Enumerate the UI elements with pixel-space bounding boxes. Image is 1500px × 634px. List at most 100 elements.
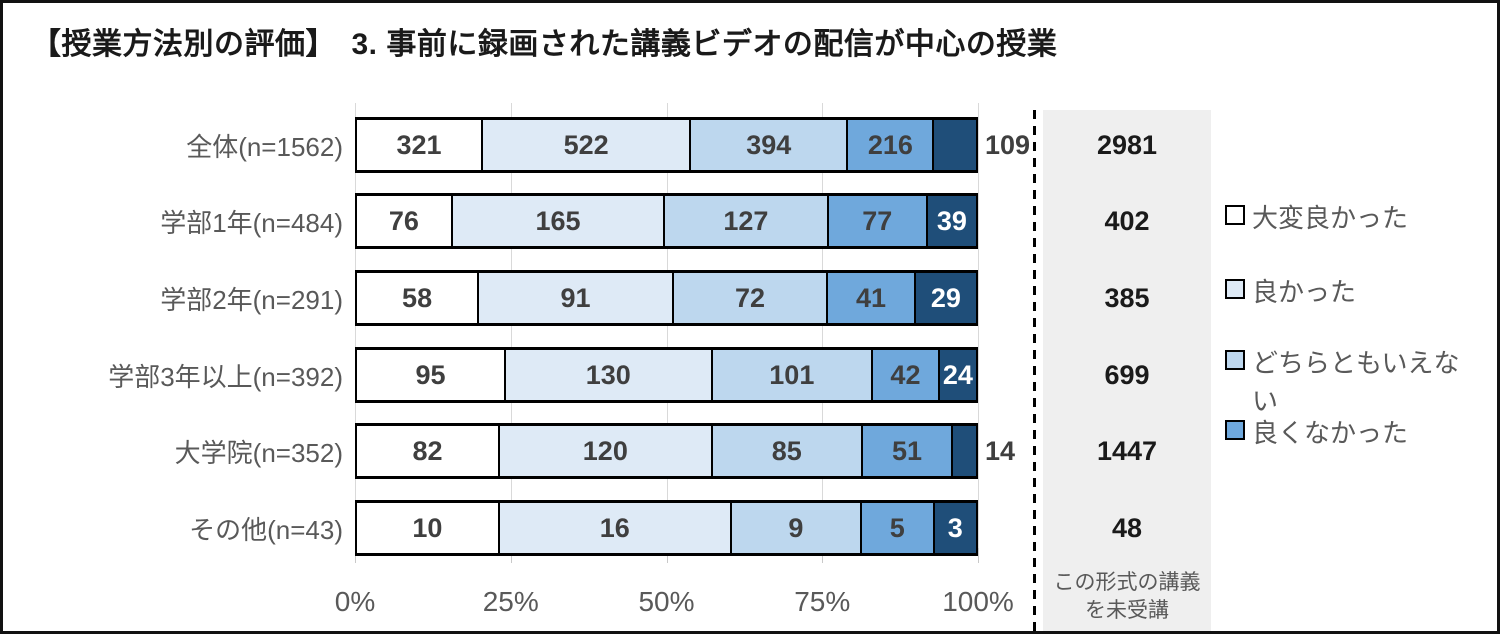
bar-row: 10 16 9 5 3: [355, 500, 978, 556]
segment-value: 127: [723, 205, 769, 236]
legend-label: どちらともいえない: [1252, 348, 1460, 416]
bar-segment: [934, 117, 978, 173]
segment-value: 394: [746, 129, 792, 160]
segment-value: 58: [402, 282, 433, 313]
bar-row: 82 120 85 51 14: [355, 423, 1015, 479]
segment-value: 522: [563, 129, 609, 160]
segment-value: 24: [942, 359, 973, 390]
segment-value: 3: [947, 512, 963, 543]
segment-value: 165: [535, 205, 581, 236]
bar-segment: 321: [355, 117, 484, 173]
legend-label: 良くなかった: [1252, 418, 1409, 448]
segment-value: 42: [890, 359, 921, 390]
legend-swatch: [1225, 205, 1245, 225]
not-attended-count: 402: [1104, 205, 1150, 236]
segment-value: 91: [560, 282, 591, 313]
gridline: [510, 103, 512, 563]
segment-value: 101: [769, 359, 815, 390]
not-attended-count: 385: [1104, 282, 1150, 313]
legend-item: どちらともいえない: [1225, 345, 1471, 420]
bar-segment: 42: [873, 347, 940, 403]
row-label: 学部3年以上(n=392): [108, 361, 343, 392]
legend-item: 大変良かった: [1225, 200, 1471, 238]
legend-item: 良かった: [1225, 274, 1471, 312]
bar-segment: 101: [712, 347, 874, 403]
legend-swatch: [1225, 350, 1245, 370]
row-label: その他(n=43): [189, 514, 343, 545]
segment-value: 29: [930, 282, 961, 313]
legend-item: 良くなかった: [1225, 415, 1471, 453]
bar-segment: 5: [862, 500, 935, 556]
segment-value: 85: [771, 435, 802, 466]
bar-segment: [953, 423, 978, 479]
bar-segment: 130: [505, 347, 713, 403]
legend-label: 良かった: [1252, 277, 1357, 307]
bar-segment: 41: [828, 270, 916, 326]
gridline: [355, 103, 356, 563]
not-attended-count: 2981: [1096, 129, 1158, 160]
axis-tickmark: [978, 548, 979, 563]
not-attended-label-line2: を未受講: [1085, 599, 1169, 623]
bar-row: 321 522 394 216 109: [355, 117, 1030, 173]
bar-segment: 9: [731, 500, 863, 556]
bar-segment: 120: [500, 423, 713, 479]
segment-value-outside: 14: [985, 435, 1016, 466]
bar-segment: 3: [934, 500, 978, 556]
segment-value: 51: [892, 435, 923, 466]
bar-segment: 51: [862, 423, 954, 479]
bar-segment: 72: [673, 270, 829, 326]
bar-row: 58 91 72 41 29: [355, 270, 978, 326]
bar-segment: 85: [712, 423, 863, 479]
bar-row: 95 130 101 42 24: [355, 347, 978, 403]
bar-segment: 91: [479, 270, 674, 326]
axis-tick-label: 0%: [334, 586, 376, 617]
segment-value: 16: [599, 512, 630, 543]
gridline: [666, 103, 668, 563]
bar-segment: 39: [927, 193, 978, 249]
segment-value: 5: [889, 512, 905, 543]
segment-value: 41: [855, 282, 887, 313]
bar-segment: 216: [848, 117, 935, 173]
gridline: [822, 103, 824, 563]
not-attended-count: 1447: [1096, 435, 1158, 466]
row-label: 大学院(n=352): [174, 437, 343, 468]
axis-tick-label: 50%: [638, 586, 695, 617]
segment-value: 76: [388, 205, 419, 236]
axis-tick-label: 25%: [482, 586, 539, 617]
not-attended-label-line1: この形式の講義: [1053, 571, 1201, 594]
segment-value: 216: [867, 129, 913, 160]
bar-segment: 82: [355, 423, 501, 479]
not-attended-count: 699: [1104, 359, 1150, 390]
axis-tick-label: 100%: [942, 586, 1014, 617]
segment-value: 77: [862, 205, 893, 236]
bar-segment: 16: [499, 500, 732, 556]
segment-value: 120: [582, 435, 628, 466]
row-label: 学部2年(n=291): [160, 284, 343, 315]
segment-value: 130: [585, 359, 631, 390]
bar-segment: 10: [355, 500, 500, 556]
bar-segment: 29: [915, 270, 978, 326]
bar-segment: 24: [939, 347, 978, 403]
row-label: 学部1年(n=484): [160, 207, 343, 238]
not-attended-column-label: この形式の講義 を未受講: [1043, 569, 1211, 626]
segment-value: 39: [936, 205, 967, 236]
bar-segment: 95: [355, 347, 506, 403]
bar-segment: 76: [355, 193, 453, 249]
segment-value: 72: [735, 282, 766, 313]
bar-segment: 127: [665, 193, 829, 249]
not-attended-column: [1043, 110, 1211, 631]
gridline: [978, 103, 979, 563]
segment-value: 9: [788, 512, 804, 543]
not-attended-count: 48: [1111, 512, 1143, 543]
segment-value: 10: [412, 512, 443, 543]
bar-segment: 522: [483, 117, 692, 173]
segment-value-outside: 109: [985, 129, 1031, 160]
segment-value: 82: [412, 435, 443, 466]
bar-row: 76 165 127 77 39: [355, 193, 978, 249]
dashed-divider-line: [1033, 110, 1036, 631]
legend-label: 大変良かった: [1252, 203, 1409, 233]
axis-tick-label: 75%: [794, 586, 851, 617]
bar-segment: 165: [452, 193, 666, 249]
row-label: 全体(n=1562): [186, 131, 343, 162]
